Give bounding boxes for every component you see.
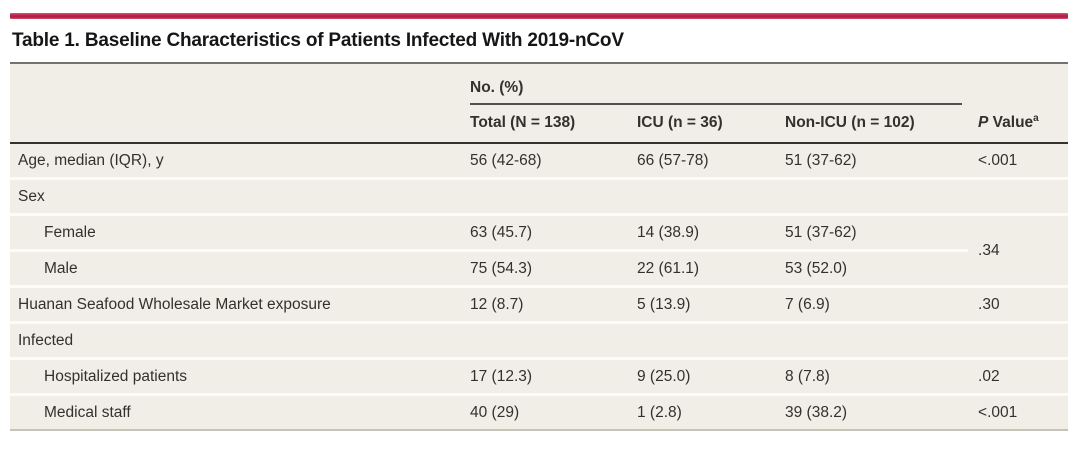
cell-non-icu — [775, 323, 968, 359]
p-value-footnote-marker: a — [1033, 112, 1039, 124]
column-header-row: Total (N = 138) ICU (n = 36) Non-ICU (n … — [10, 105, 1069, 143]
cell-non-icu: 8 (7.8) — [785, 368, 830, 385]
row-label: Male — [44, 260, 78, 277]
header-p-value: P Valuea — [968, 105, 1068, 143]
cell-total: 75 (54.3) — [470, 260, 533, 277]
cell-icu: 22 (61.1) — [637, 260, 700, 277]
header-total: Total (N = 138) — [470, 114, 576, 131]
row-label: Huanan Seafood Wholesale Market exposure — [18, 296, 331, 313]
table-row-infected-group: Infected — [10, 322, 1069, 359]
group-header-cell: No. (%) — [460, 63, 968, 105]
cell-icu: 9 (25.0) — [637, 368, 691, 385]
cell-icu: 5 (13.9) — [637, 296, 691, 313]
cell-p-value: .30 — [978, 296, 1000, 313]
cell-total: 17 (12.3) — [470, 368, 533, 385]
header-icu: ICU (n = 36) — [637, 114, 723, 131]
cell-p-value: .02 — [978, 368, 1000, 385]
cell-non-icu: 39 (38.2) — [785, 404, 848, 421]
cell-total: 12 (8.7) — [470, 296, 524, 313]
table-body: Age, median (IQR), y 56 (42-68) 66 (57-7… — [10, 143, 1069, 431]
row-label: Sex — [18, 188, 45, 205]
data-table: No. (%) Total (N = 138) ICU (n = 36) Non… — [10, 62, 1069, 431]
row-label: Medical staff — [44, 404, 131, 421]
cell-non-icu: 51 (37-62) — [785, 224, 857, 241]
table-row-sex-group: Sex — [10, 178, 1069, 215]
table-row-age: Age, median (IQR), y 56 (42-68) 66 (57-7… — [10, 143, 1068, 179]
cell-p-value — [968, 323, 1068, 359]
group-header-text: No. (%) — [470, 79, 963, 105]
cell-icu: 14 (38.9) — [637, 224, 700, 241]
table-row-female: Female 63 (45.7) 14 (38.9) 51 (37-62) .3… — [10, 214, 1069, 259]
cell-non-icu: 53 (52.0) — [785, 260, 848, 277]
cell-total: 40 (29) — [470, 404, 520, 421]
p-value-rest: Value — [988, 114, 1034, 131]
cell-total — [460, 179, 627, 215]
header-label-spacer — [10, 63, 460, 105]
table-row-medical-staff: Medical staff 40 (29) 1 (2.8) 39 (38.2) … — [10, 394, 1069, 431]
cell-p-value: <.001 — [978, 404, 1018, 421]
cell-p-value — [968, 179, 1068, 215]
cell-non-icu — [775, 179, 968, 215]
table-row-hospitalized: Hospitalized patients 17 (12.3) 9 (25.0)… — [10, 358, 1069, 395]
cell-non-icu: 7 (6.9) — [785, 296, 830, 313]
cell-total: 63 (45.7) — [470, 224, 533, 241]
group-header-row: No. (%) — [10, 63, 1068, 105]
table-row-male: Male 75 (54.3) 22 (61.1) 53 (52.0) — [10, 250, 1069, 287]
cell-non-icu: 51 (37-62) — [785, 152, 857, 169]
cell-p-value-sex: .34 — [978, 242, 1000, 259]
header-p-spacer — [968, 63, 1068, 105]
cell-icu — [627, 179, 775, 215]
p-value-italic: P — [978, 114, 989, 131]
accent-bar — [10, 13, 1068, 19]
cell-icu — [627, 323, 775, 359]
table-title: Table 1. Baseline Characteristics of Pat… — [12, 30, 624, 51]
row-label: Hospitalized patients — [44, 368, 188, 385]
cell-icu: 1 (2.8) — [637, 404, 682, 421]
cell-total — [460, 323, 627, 359]
header-empty-cell — [10, 105, 460, 143]
table-header: No. (%) Total (N = 138) ICU (n = 36) Non… — [10, 63, 1069, 143]
table-row-market-exposure: Huanan Seafood Wholesale Market exposure… — [10, 286, 1069, 323]
row-label: Infected — [18, 332, 74, 349]
cell-total: 56 (42-68) — [470, 152, 542, 169]
header-non-icu: Non-ICU (n = 102) — [785, 114, 915, 131]
baseline-characteristics-table: No. (%) Total (N = 138) ICU (n = 36) Non… — [10, 62, 1069, 431]
cell-p-value: <.001 — [978, 152, 1018, 169]
cell-icu: 66 (57-78) — [637, 152, 709, 169]
row-label: Female — [44, 224, 96, 241]
row-label: Age, median (IQR), y — [18, 152, 164, 169]
